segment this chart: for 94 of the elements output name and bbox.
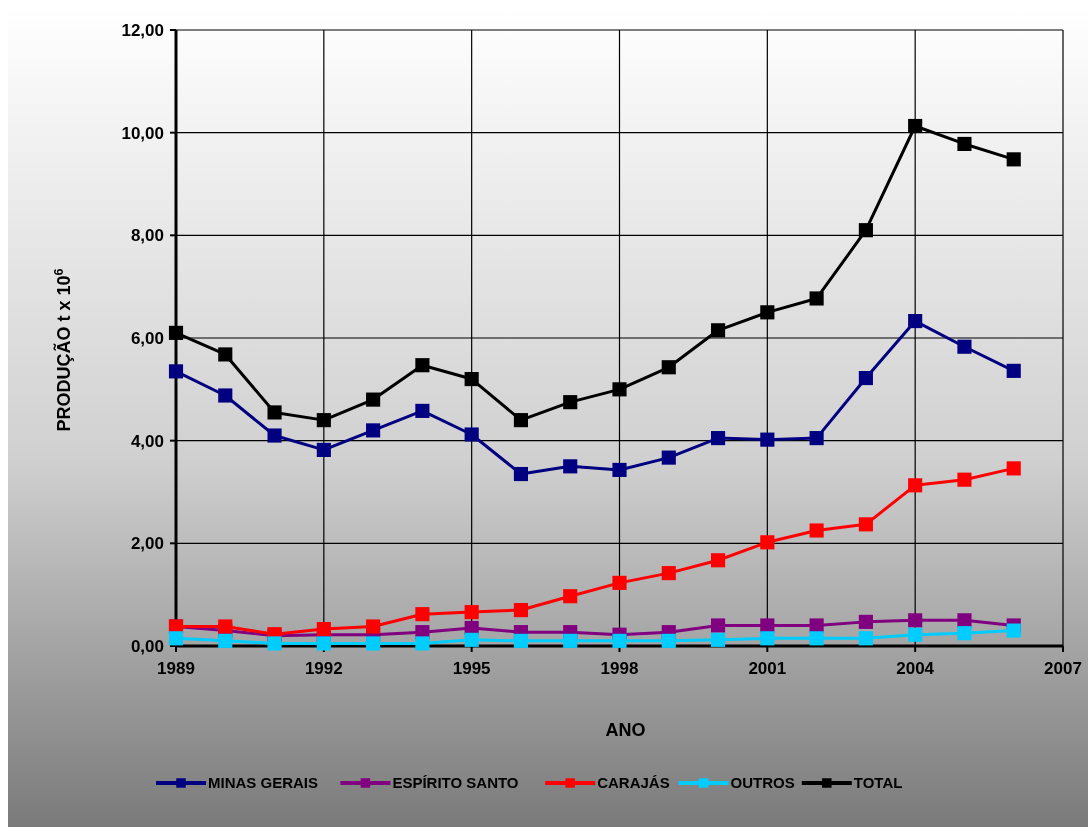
point xyxy=(316,621,331,637)
point xyxy=(710,618,726,633)
point xyxy=(513,603,529,618)
point xyxy=(218,633,233,648)
y-tick-label: 6,00 xyxy=(130,328,164,348)
y-tick-label: 12,00 xyxy=(121,20,164,40)
point xyxy=(661,360,676,375)
point xyxy=(661,450,676,465)
legend-label: CARAJÁS xyxy=(597,774,670,792)
point xyxy=(710,553,726,568)
point xyxy=(908,613,923,628)
point xyxy=(809,291,824,306)
point xyxy=(908,118,923,134)
x-tick-label: 1989 xyxy=(157,659,195,678)
point xyxy=(858,370,873,386)
point xyxy=(563,459,578,474)
x-tick-label: 1992 xyxy=(304,659,343,678)
point xyxy=(415,358,430,373)
point xyxy=(168,631,184,646)
point xyxy=(218,347,233,362)
point xyxy=(858,517,873,532)
point xyxy=(168,325,184,340)
y-tick-label: 4,00 xyxy=(130,431,164,451)
point xyxy=(1006,363,1021,378)
point xyxy=(513,413,529,428)
point xyxy=(710,431,726,446)
legend-label: ESPÍRITO SANTO xyxy=(392,774,519,792)
point xyxy=(218,388,233,403)
point xyxy=(858,614,873,629)
point xyxy=(513,633,529,648)
point xyxy=(957,626,972,641)
point xyxy=(760,535,775,550)
point xyxy=(908,313,923,329)
point xyxy=(267,405,282,420)
point xyxy=(366,619,381,634)
x-tick-label: 2004 xyxy=(896,659,935,678)
point xyxy=(612,633,627,648)
point xyxy=(366,636,381,651)
point xyxy=(957,472,972,487)
point xyxy=(415,607,430,622)
legend-label: OUTROS xyxy=(730,774,795,792)
point xyxy=(957,339,972,354)
point xyxy=(267,636,282,651)
point xyxy=(710,323,726,338)
point xyxy=(760,432,775,447)
point xyxy=(957,136,972,152)
point xyxy=(908,627,923,642)
point xyxy=(809,631,824,646)
point xyxy=(858,631,873,646)
x-axis-title: ANO xyxy=(605,720,646,740)
y-tick-label: 10,00 xyxy=(121,123,164,143)
point xyxy=(760,631,775,646)
point xyxy=(316,636,331,651)
point xyxy=(316,413,331,428)
point xyxy=(957,613,972,628)
x-tick-label: 2007 xyxy=(1044,659,1082,678)
point xyxy=(464,427,479,442)
point xyxy=(1006,623,1021,638)
point xyxy=(366,392,381,407)
point xyxy=(366,423,381,438)
point xyxy=(168,364,184,379)
x-tick-label: 1995 xyxy=(452,659,491,678)
point xyxy=(760,305,775,320)
point xyxy=(809,431,824,446)
point xyxy=(661,633,676,648)
point xyxy=(316,442,331,457)
point xyxy=(858,223,873,238)
point xyxy=(1006,461,1021,476)
point xyxy=(464,632,479,647)
point xyxy=(612,462,627,477)
point xyxy=(809,523,824,538)
x-tick-label: 1998 xyxy=(600,659,639,678)
point xyxy=(563,395,578,410)
point xyxy=(267,428,282,443)
point xyxy=(563,589,578,604)
legend-label: MINAS GERAIS xyxy=(208,774,319,792)
y-tick-label: 0,00 xyxy=(130,636,164,656)
point xyxy=(464,605,479,620)
point xyxy=(1006,152,1021,167)
point xyxy=(513,466,529,482)
point xyxy=(415,403,430,418)
point xyxy=(710,632,726,647)
x-tick-label: 2001 xyxy=(748,659,787,678)
point xyxy=(218,619,233,634)
point xyxy=(661,566,676,581)
point xyxy=(563,633,578,648)
y-tick-label: 8,00 xyxy=(130,226,164,246)
legend-label: TOTAL xyxy=(853,774,903,792)
y-tick-label: 2,00 xyxy=(130,534,164,554)
point xyxy=(464,372,479,387)
point xyxy=(415,636,430,651)
point xyxy=(612,382,627,397)
point xyxy=(612,575,627,590)
point xyxy=(908,478,923,493)
